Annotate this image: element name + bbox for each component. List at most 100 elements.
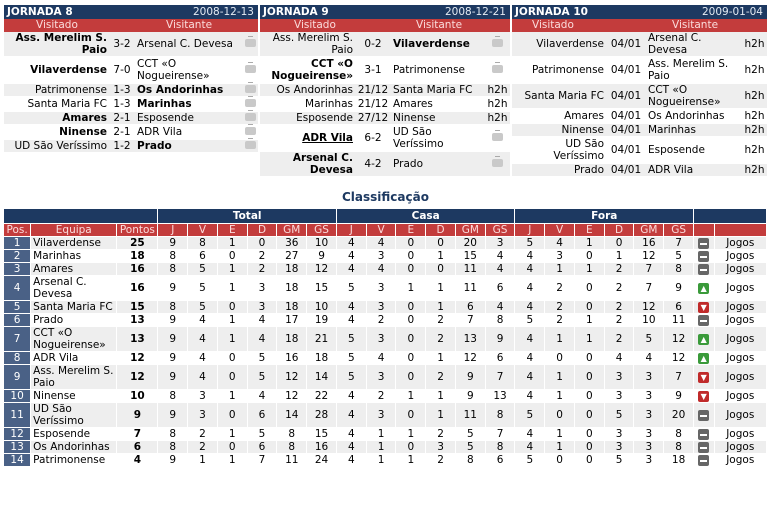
h2h-link[interactable]: h2h [485, 83, 510, 98]
col-e: E [395, 223, 427, 237]
game-media-cell[interactable] [485, 57, 510, 84]
h2h-link[interactable]: h2h [742, 32, 767, 58]
stat-gs: 8 [485, 313, 516, 327]
games-link[interactable]: Jogos [714, 326, 767, 352]
away-team: Os Andorinhas [646, 109, 742, 124]
games-link[interactable]: Jogos [714, 402, 767, 428]
team-name: Vilaverdense [30, 236, 118, 250]
table-row: 14 Patrimonense 4 9 1 1 7 11 24 4 1 1 2 8 6 5 0 0 5 3 18 Jogo… [4, 453, 767, 467]
games-link[interactable]: Jogos [714, 262, 767, 276]
stat-e: 1 [395, 389, 427, 403]
games-link[interactable]: Jogos [714, 249, 767, 263]
games-link[interactable]: Jogos [714, 364, 767, 390]
game-media-cell[interactable] [243, 57, 258, 84]
trend-cell: ▲ [693, 351, 715, 365]
home-team[interactable]: ADR Vila [260, 125, 355, 152]
game-row: ADR Vila 6-2 UD São Veríssimo [260, 125, 510, 152]
h2h-link[interactable]: h2h [742, 137, 767, 164]
stat-j: 9 [157, 351, 189, 365]
stat-j: 9 [157, 236, 189, 250]
tv-icon[interactable] [492, 156, 503, 167]
stat-gm: 11 [455, 402, 486, 428]
stat-d: 1 [425, 275, 456, 301]
stat-j: 4 [514, 249, 546, 263]
stat-j: 5 [336, 364, 367, 390]
h2h-link[interactable]: h2h [742, 123, 767, 138]
stat-j: 9 [157, 313, 189, 327]
jornada-header: JORNADA 9 2008-12-21 [260, 5, 510, 19]
game-media-cell[interactable] [243, 124, 258, 140]
games-link[interactable]: Jogos [714, 300, 767, 314]
tv-icon[interactable] [492, 62, 503, 73]
h2h-link[interactable]: h2h [742, 109, 767, 124]
stat-j: 4 [514, 300, 546, 314]
position: 7 [4, 326, 32, 352]
tv-icon[interactable] [245, 138, 256, 149]
tv-icon[interactable] [245, 62, 256, 73]
games-link[interactable]: Jogos [714, 236, 767, 250]
games-link[interactable]: Jogos [714, 427, 767, 441]
stat-gs: 6 [663, 300, 694, 314]
game-media-cell[interactable] [243, 96, 258, 112]
stat-v: 4 [544, 236, 575, 250]
stat-j: 4 [336, 402, 367, 428]
stat-j: 4 [514, 389, 546, 403]
games-link[interactable]: Jogos [714, 275, 767, 301]
tv-icon[interactable] [245, 96, 256, 107]
points: 12 [116, 351, 159, 365]
tv-icon[interactable] [245, 82, 256, 93]
stat-e: 0 [574, 402, 605, 428]
stat-gs: 14 [306, 364, 337, 390]
stat-d: 2 [425, 364, 456, 390]
games-link[interactable]: Jogos [714, 453, 767, 467]
visited-label: Visitado [532, 19, 574, 31]
stat-v: 3 [366, 364, 397, 390]
col-d: D [425, 223, 456, 237]
stat-d: 1 [425, 389, 456, 403]
home-team: Vilaverdense [512, 32, 606, 58]
tv-icon[interactable] [245, 124, 256, 135]
stat-gs: 6 [485, 453, 516, 467]
stat-gs: 9 [485, 326, 516, 352]
games-link[interactable]: Jogos [714, 440, 767, 454]
h2h-link[interactable]: h2h [485, 97, 510, 112]
h2h-link[interactable]: h2h [485, 111, 510, 126]
game-media-cell[interactable] [485, 125, 510, 152]
equal-trend-icon [698, 441, 710, 453]
games-link[interactable]: Jogos [714, 313, 767, 327]
stat-d: 7 [247, 453, 278, 467]
game-media-cell[interactable] [485, 32, 510, 58]
games-link[interactable]: Jogos [714, 351, 767, 365]
stat-gs: 8 [663, 440, 694, 454]
h2h-link[interactable]: h2h [742, 57, 767, 84]
points: 6 [116, 440, 159, 454]
tv-icon[interactable] [245, 110, 256, 121]
stat-v: 3 [366, 249, 397, 263]
position: 2 [4, 249, 32, 263]
stat-j: 4 [514, 275, 546, 301]
away-team: ADR Vila [135, 125, 243, 140]
stat-gs: 13 [485, 389, 516, 403]
stat-e: 0 [395, 364, 427, 390]
tv-icon[interactable] [492, 130, 503, 141]
stat-e: 1 [217, 453, 248, 467]
game-media-cell[interactable] [243, 82, 258, 98]
stat-j: 9 [157, 453, 189, 467]
col-team: Equipa [30, 223, 118, 237]
stat-gs: 22 [306, 389, 337, 403]
tv-icon[interactable] [245, 36, 256, 47]
h2h-link[interactable]: h2h [742, 83, 767, 110]
stat-d: 2 [604, 300, 635, 314]
games-link[interactable]: Jogos [714, 389, 767, 403]
tv-icon[interactable] [492, 36, 503, 47]
game-media-cell[interactable] [243, 138, 258, 154]
game-media-cell[interactable] [485, 151, 510, 178]
stat-v: 0 [544, 351, 575, 365]
stat-j: 8 [157, 262, 189, 276]
game-media-cell[interactable] [243, 32, 258, 58]
game-media-cell[interactable] [243, 110, 258, 126]
stat-gm: 5 [633, 326, 665, 352]
h2h-link[interactable]: h2h [742, 163, 767, 178]
game-score: 1-2 [109, 139, 135, 154]
stat-j: 8 [157, 389, 189, 403]
